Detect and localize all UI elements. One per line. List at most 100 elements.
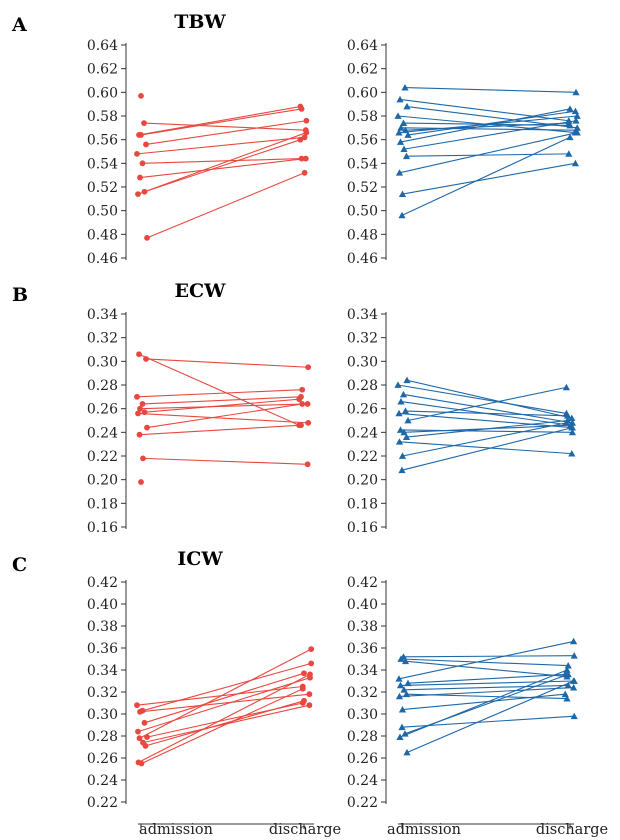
data-point-admission: [403, 102, 411, 110]
data-point-admission: [395, 169, 404, 176]
y-tick-label: 0.26: [87, 751, 118, 767]
data-point-admission: [399, 390, 408, 398]
y-tick-label: 0.34: [347, 307, 378, 323]
data-point-admission: [401, 657, 410, 665]
data-point-admission: [144, 234, 150, 241]
series-line: [402, 162, 576, 195]
y-tick-label: 0.54: [347, 156, 378, 172]
series-line: [399, 441, 572, 455]
y-tick-label: 0.30: [347, 707, 378, 723]
y-tick-label: 0.62: [87, 62, 118, 78]
series-line: [400, 658, 569, 667]
data-point-admission: [394, 381, 402, 388]
data-point-admission: [404, 416, 412, 424]
series-line: [400, 108, 571, 143]
y-tick-label: 0.56: [87, 133, 118, 149]
series-line: [142, 457, 308, 465]
data-point-admission: [136, 351, 142, 358]
series-line: [398, 640, 574, 680]
series-line: [407, 386, 567, 422]
data-point-admission: [403, 376, 411, 384]
data-point-discharge: [307, 671, 313, 678]
data-point-admission: [403, 748, 411, 756]
series-line: [138, 353, 300, 426]
data-point-admission: [398, 211, 406, 219]
y-tick-label: 0.42: [87, 575, 118, 591]
series-line: [402, 422, 567, 457]
data-point-discharge: [572, 88, 580, 96]
series-line: [397, 384, 567, 414]
data-point-admission: [144, 424, 150, 431]
series-line: [405, 410, 568, 417]
y-tick-label: 0.52: [347, 180, 378, 196]
y-tick-label: 0.24: [87, 425, 118, 441]
data-point-admission: [402, 433, 411, 440]
data-point-admission: [404, 131, 412, 138]
data-point-discharge: [305, 419, 312, 426]
data-point-discharge: [297, 103, 304, 110]
data-point-admission: [399, 119, 408, 126]
y-tick-label: 0.20: [347, 473, 378, 489]
y-tick-label: 0.26: [87, 402, 118, 418]
data-point-admission: [140, 455, 146, 462]
data-point-admission: [397, 655, 405, 662]
series-line: [407, 110, 576, 136]
data-point-admission: [400, 686, 408, 693]
data-point-discharge: [299, 401, 306, 407]
series-line: [146, 403, 303, 429]
series-line: [400, 680, 575, 686]
y-tick-label: 0.64: [347, 38, 378, 54]
y-tick-label: 0.58: [347, 109, 378, 125]
data-point-discharge: [303, 129, 310, 136]
series-line: [403, 684, 569, 691]
series-line: [406, 379, 572, 419]
data-point-admission: [143, 356, 149, 362]
y-tick-label: 0.50: [347, 204, 378, 220]
data-point-admission: [134, 702, 140, 709]
y-tick-label: 0.60: [347, 85, 378, 101]
data-point-discharge: [571, 159, 579, 167]
data-point-admission: [134, 150, 140, 157]
series-line: [142, 396, 302, 405]
data-point-discharge: [564, 662, 572, 669]
y-tick-label: 0.22: [87, 449, 118, 465]
data-point-admission: [138, 760, 145, 767]
data-point-admission: [404, 679, 412, 687]
data-point-admission: [396, 138, 405, 145]
panel-letter-c: C: [12, 554, 27, 576]
series-line: [403, 655, 575, 658]
y-tick-label: 0.20: [87, 473, 118, 489]
x-label-discharge-left: discharge: [269, 822, 341, 838]
data-point-discharge: [561, 690, 569, 698]
data-point-admission: [137, 708, 143, 715]
series-line: [138, 673, 311, 763]
series-line: [398, 412, 572, 429]
data-point-discharge: [566, 133, 574, 141]
series-line: [399, 98, 569, 122]
data-point-admission: [395, 692, 404, 700]
series-line: [136, 685, 303, 706]
series-line: [403, 120, 577, 150]
data-point-discharge: [297, 136, 304, 143]
series-line: [137, 677, 311, 733]
panel-title-a: TBW: [174, 11, 226, 33]
y-tick-label: 0.30: [347, 354, 378, 370]
y-tick-label: 0.18: [347, 496, 378, 512]
y-tick-label: 0.46: [347, 251, 378, 267]
y-tick-label: 0.32: [87, 685, 118, 701]
data-point-admission: [135, 728, 141, 735]
y-tick-label: 0.30: [87, 354, 118, 370]
series-line: [144, 672, 305, 724]
series-line: [404, 87, 577, 93]
series-line: [141, 688, 304, 764]
data-point-admission: [397, 124, 405, 131]
data-point-admission: [395, 409, 403, 417]
series-line: [405, 660, 568, 678]
data-point-admission: [135, 410, 141, 417]
data-point-discharge: [570, 652, 578, 659]
data-point-admission: [396, 426, 405, 433]
y-tick-label: 0.62: [347, 62, 378, 78]
panel-title-c: ICW: [177, 548, 223, 570]
data-point-admission: [394, 112, 402, 119]
data-point-admission: [136, 132, 142, 138]
